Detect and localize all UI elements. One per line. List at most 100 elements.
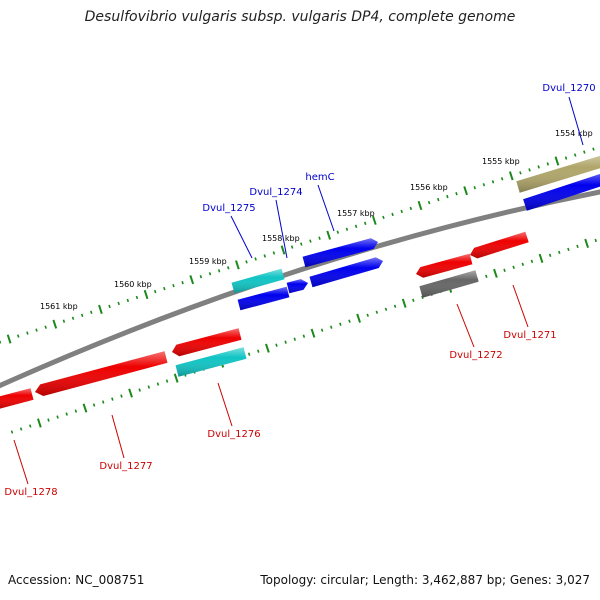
minor-tick <box>537 165 540 169</box>
minor-tick <box>26 331 29 335</box>
minor-tick <box>290 245 294 249</box>
minor-tick <box>548 253 552 258</box>
major-tick <box>173 373 179 383</box>
major-tick <box>310 328 316 338</box>
minor-tick <box>138 388 141 392</box>
minor-tick <box>455 191 458 196</box>
gene-arrow-Dvul_1277[interactable] <box>35 351 168 396</box>
genome-backbone <box>0 189 600 389</box>
labels: 1561 kbp 1560 kbp 1559 kbp 1558 kbp 1557 kbp… <box>4 83 595 498</box>
gene-arrow-Dvul_1274[interactable] <box>286 279 308 294</box>
major-tick <box>326 230 332 240</box>
minor-tick <box>363 221 367 225</box>
gene-label-Dvul_1278[interactable]: Dvul_1278 <box>4 487 57 498</box>
minor-tick <box>500 177 504 181</box>
gene-arrow-Dvul_1276-cyan[interactable] <box>175 347 247 377</box>
scale-label: 1557 kbp <box>337 209 375 218</box>
major-tick <box>82 403 88 413</box>
minor-tick <box>163 286 166 291</box>
major-tick <box>37 418 42 428</box>
major-tick <box>265 343 270 353</box>
minor-tick <box>56 415 59 419</box>
gene-label-Dvul_1276[interactable]: Dvul_1276 <box>207 429 260 440</box>
major-tick <box>508 171 514 181</box>
scale-label: 1555 kbp <box>482 157 520 166</box>
gene-arrow-Dvul_1272[interactable] <box>416 253 473 278</box>
minor-tick <box>528 168 531 172</box>
minor-tick <box>120 394 123 398</box>
minor-tick <box>512 265 515 270</box>
minor-tick <box>576 244 579 249</box>
minor-tick <box>74 409 78 413</box>
gene-arrow-Dvul_1271[interactable] <box>470 231 529 259</box>
minor-tick <box>80 313 84 317</box>
minor-tick <box>567 247 570 252</box>
minor-tick <box>17 334 20 338</box>
major-tick <box>493 268 498 278</box>
gene-label-Dvul_1274[interactable]: Dvul_1274 <box>249 187 302 198</box>
gene-arrow-Dvul_1272-gray[interactable] <box>419 270 479 298</box>
gene-label-Dvul_1272[interactable]: Dvul_1272 <box>449 350 502 361</box>
gene-arrow-hemC-inner[interactable] <box>309 257 384 288</box>
minor-tick <box>382 215 385 220</box>
minor-tick <box>437 197 440 202</box>
minor-tick <box>421 295 424 299</box>
minor-tick <box>558 250 561 255</box>
minor-tick <box>348 319 351 323</box>
gene-arrow-Dvul_1270[interactable] <box>516 153 600 193</box>
major-tick <box>235 260 240 270</box>
gene-arrow-Dvul_1275-blue[interactable] <box>237 286 290 311</box>
minor-tick <box>62 319 66 323</box>
minor-tick <box>354 224 358 228</box>
minor-tick <box>318 236 321 240</box>
minor-tick <box>156 382 160 386</box>
major-tick <box>52 319 58 329</box>
minor-tick <box>217 269 221 273</box>
minor-tick <box>19 427 23 431</box>
genome-stats: Topology: circular; Length: 3,462,887 bp… <box>260 573 590 587</box>
gene-label-hemC[interactable]: hemC <box>305 172 334 183</box>
minor-tick <box>393 304 397 308</box>
minor-tick <box>339 322 342 326</box>
minor-tick <box>412 298 415 302</box>
gene-features <box>0 153 600 409</box>
genome-title: Desulfovibrio vulgaris subsp. vulgaris D… <box>84 9 516 25</box>
gene-label-Dvul_1271[interactable]: Dvul_1271 <box>503 330 556 341</box>
minor-tick <box>101 400 105 404</box>
major-tick <box>401 298 407 308</box>
minor-tick <box>485 274 488 278</box>
gene-arrow-Dvul_1276[interactable] <box>172 328 242 357</box>
gene-leader-line <box>568 96 584 146</box>
minor-tick <box>366 313 369 317</box>
minor-tick <box>117 301 120 306</box>
major-tick <box>143 289 149 300</box>
major-tick <box>98 304 103 314</box>
minor-tick <box>254 257 257 261</box>
gene-label-Dvul_1277[interactable]: Dvul_1277 <box>99 461 152 472</box>
scale-label: 1561 kbp <box>40 302 78 311</box>
minor-tick <box>300 242 303 246</box>
gene-arrow-Dvul_1275[interactable] <box>231 268 285 294</box>
minor-tick <box>427 200 431 205</box>
minor-tick <box>309 239 312 243</box>
gene-arrow-Dvul_1278[interactable] <box>0 388 34 409</box>
gene-label-Dvul_1270[interactable]: Dvul_1270 <box>542 83 595 94</box>
gene-leader-line <box>317 184 335 232</box>
minor-tick <box>400 209 403 214</box>
minor-tick <box>65 412 68 416</box>
minor-tick <box>29 424 32 428</box>
minor-tick <box>263 254 266 258</box>
minor-tick <box>446 194 449 199</box>
minor-tick <box>272 251 276 255</box>
gene-arrow-Dvul_1270-blue[interactable] <box>523 171 600 211</box>
major-tick <box>6 334 12 344</box>
gene-leader-line <box>275 199 288 259</box>
minor-tick <box>108 304 111 309</box>
minor-tick <box>153 289 157 294</box>
minor-tick <box>10 430 14 434</box>
gene-arrow-hemC[interactable] <box>302 238 378 268</box>
major-tick <box>584 238 589 248</box>
major-tick <box>356 313 361 323</box>
gene-label-Dvul_1275[interactable]: Dvul_1275 <box>202 203 255 214</box>
minor-tick <box>208 272 212 276</box>
